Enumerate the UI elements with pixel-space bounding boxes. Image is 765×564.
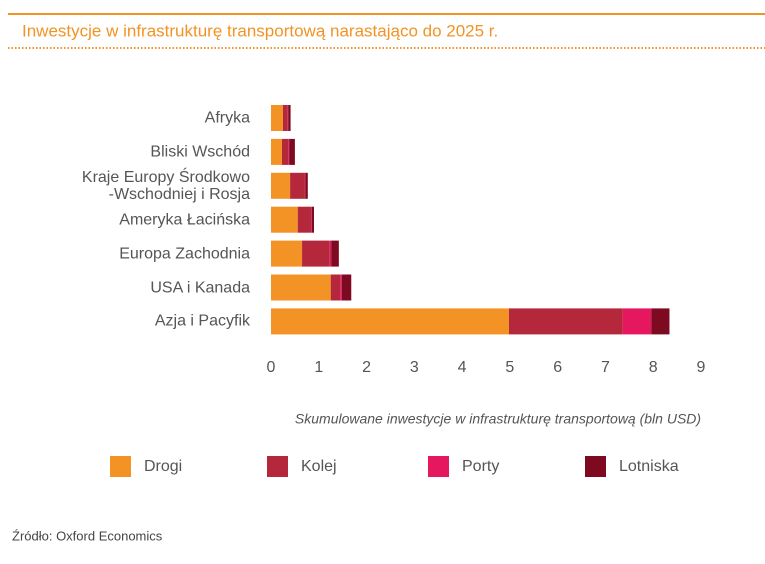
legend-swatch xyxy=(110,456,131,477)
bar-segment xyxy=(297,206,312,233)
legend-label: Porty xyxy=(462,458,499,475)
bar-segment xyxy=(651,308,670,335)
legend-label: Lotniska xyxy=(619,458,679,475)
x-tick-label: 7 xyxy=(601,359,610,376)
x-axis-title: Skumulowane inwestycje w infrastrukturę … xyxy=(295,411,701,427)
bar-segment xyxy=(311,206,314,233)
x-tick-label: 1 xyxy=(314,359,323,376)
legend-label: Drogi xyxy=(144,458,182,475)
x-tick-label: 6 xyxy=(553,359,562,376)
y-tick-label: USA i Kanada xyxy=(150,279,250,296)
legend-label: Kolej xyxy=(301,458,337,475)
y-tick-label: Kraje Europy Środkowo -Wschodniej i Rosj… xyxy=(81,168,250,203)
bar-segment xyxy=(271,308,509,335)
x-tick-label: 3 xyxy=(410,359,419,376)
bar-segment xyxy=(288,105,291,131)
y-tick-label: Bliski Wschód xyxy=(150,143,250,161)
bar-segment xyxy=(331,240,339,267)
bar-segment xyxy=(271,172,291,199)
legend-swatch xyxy=(428,456,449,477)
bar-segment xyxy=(302,240,330,267)
bar-segment xyxy=(329,240,332,267)
x-tick-label: 5 xyxy=(505,359,514,376)
x-tick-label: 9 xyxy=(697,359,706,376)
legend-swatch xyxy=(585,456,606,477)
bar-segment xyxy=(330,274,341,301)
y-tick-label: Afryka xyxy=(204,109,250,127)
bar-segment xyxy=(271,274,331,301)
y-tick-label: Europa Zachodnia xyxy=(119,245,250,263)
bar-segment xyxy=(288,138,290,165)
source: Źródło: Oxford Economics xyxy=(12,528,163,543)
x-tick-label: 2 xyxy=(362,359,371,376)
y-tick-label: Ameryka Łacińska xyxy=(119,211,250,229)
bar-segment xyxy=(508,308,623,335)
bar-segment xyxy=(271,206,298,233)
chart-title: Inwestycje w infrastrukturę transportową… xyxy=(22,21,498,40)
bar-segment xyxy=(622,308,652,335)
bar-segment xyxy=(341,274,352,301)
bar-segment xyxy=(282,105,288,131)
bar-segment xyxy=(289,138,295,165)
bar-segment xyxy=(271,138,282,165)
x-tick-label: 0 xyxy=(267,359,276,376)
bar-segment xyxy=(290,172,305,199)
bar-segment xyxy=(271,240,303,267)
bar-segment xyxy=(281,138,289,165)
bar-segment xyxy=(271,105,283,131)
x-tick-label: 8 xyxy=(649,359,658,376)
bar-segment xyxy=(305,172,308,199)
bar-segment xyxy=(340,274,342,301)
legend-swatch xyxy=(267,456,288,477)
x-tick-label: 4 xyxy=(458,359,467,376)
y-tick-label: Azja i Pacyfik xyxy=(154,312,250,330)
